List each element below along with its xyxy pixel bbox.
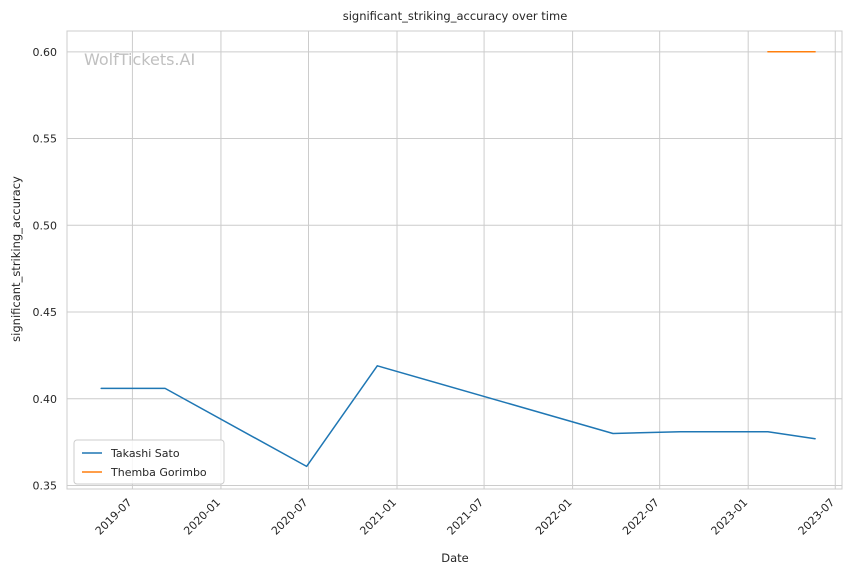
y-tick-label: 0.40 <box>33 393 58 406</box>
x-tick-label: 2021-01 <box>357 496 399 538</box>
legend: Takashi Sato Themba Gorimbo <box>73 439 225 485</box>
x-axis-label: Date <box>441 551 469 565</box>
watermark-text: WolfTickets.AI <box>84 50 195 69</box>
y-tick-label: 0.60 <box>33 46 58 59</box>
series-lines <box>100 51 816 468</box>
grid <box>66 30 843 490</box>
x-tick-label: 2023-07 <box>796 496 838 538</box>
x-tick-label: 2022-07 <box>620 496 662 538</box>
y-tick-label: 0.35 <box>33 480 58 493</box>
y-axis-label: significant_striking_accuracy <box>9 176 23 342</box>
x-tick-label: 2020-01 <box>181 496 223 538</box>
y-tick-label: 0.45 <box>33 306 58 319</box>
legend-box <box>73 439 225 485</box>
x-tick-label: 2023-01 <box>709 496 751 538</box>
x-tick-label: 2020-07 <box>269 496 311 538</box>
plot-frame <box>66 30 843 490</box>
y-tick-label: 0.55 <box>33 133 58 146</box>
x-tick-label: 2022-01 <box>533 496 575 538</box>
y-tick-label: 0.50 <box>33 219 58 232</box>
legend-label: Themba Gorimbo <box>110 466 207 479</box>
series-line-takashi-sato <box>100 365 816 468</box>
chart-title: significant_striking_accuracy over time <box>343 9 568 23</box>
x-tick-label: 2019-07 <box>93 496 135 538</box>
legend-label: Takashi Sato <box>110 447 180 460</box>
x-tick-label: 2021-07 <box>445 496 487 538</box>
